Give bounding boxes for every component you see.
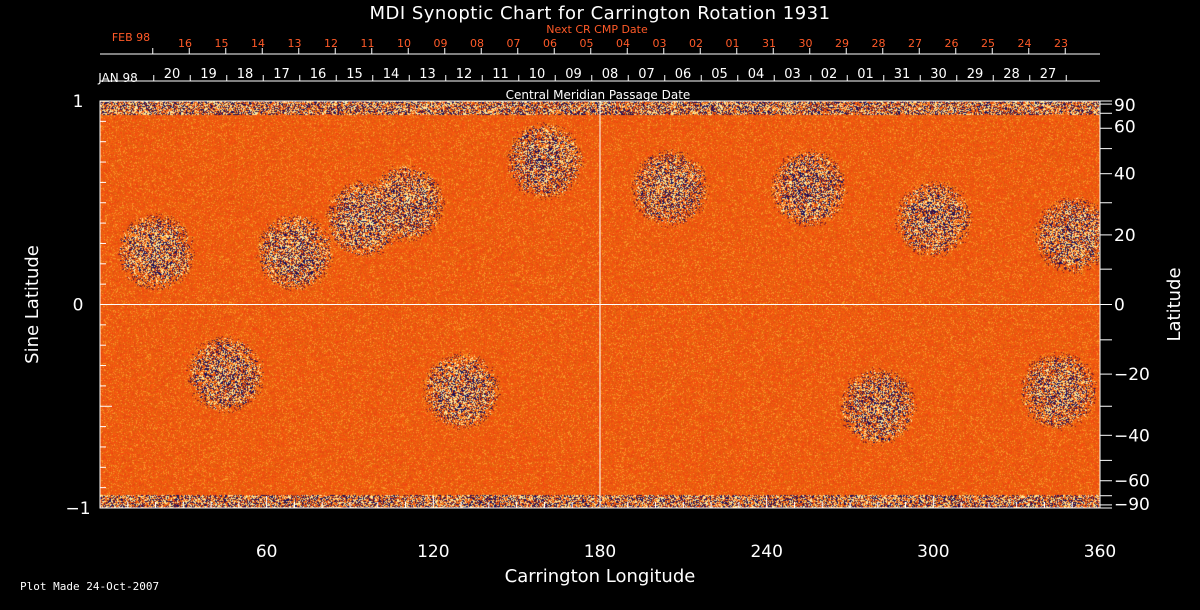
cmp-date-label: 04 — [748, 67, 765, 82]
next-cr-date-label: 28 — [872, 37, 886, 50]
y-left-tick-label: 0 — [73, 296, 84, 316]
next-cr-month-label: FEB 98 — [112, 31, 150, 44]
next-cr-date-label: 13 — [288, 37, 302, 50]
y-left-tick-label: −1 — [65, 499, 90, 519]
next-cr-date-label: 03 — [653, 37, 667, 50]
next-cr-date-label: 23 — [1054, 37, 1068, 50]
y-right-tick-label: 20 — [1114, 226, 1136, 246]
next-cr-date-label: 11 — [361, 37, 375, 50]
cmp-date-label: 08 — [602, 67, 619, 82]
next-cr-date-label: 01 — [726, 37, 740, 50]
cmp-date-label: 12 — [456, 67, 473, 82]
chart-title: MDI Synoptic Chart for Carrington Rotati… — [369, 3, 831, 24]
y-right-tick-label: −90 — [1114, 495, 1150, 515]
cmp-date-label: 13 — [419, 67, 436, 82]
next-cr-date-label: 04 — [616, 37, 630, 50]
next-cr-date-label: 27 — [908, 37, 922, 50]
cmp-date-label: 20 — [164, 67, 181, 82]
x-tick-label: 180 — [584, 542, 616, 562]
next-cr-date-label: 29 — [835, 37, 849, 50]
next-cr-date-label: 31 — [762, 37, 776, 50]
cmp-date-label: 14 — [383, 67, 400, 82]
next-cr-date-label: 26 — [945, 37, 959, 50]
cmp-date-label: 30 — [930, 67, 947, 82]
next-cr-date-label: 06 — [543, 37, 557, 50]
cmp-date-label: 05 — [711, 67, 728, 82]
x-tick-label: 60 — [256, 542, 278, 562]
x-tick-label: 300 — [917, 542, 949, 562]
cmp-date-label: 06 — [675, 67, 692, 82]
cmp-date-label: 10 — [529, 67, 546, 82]
next-cr-date-label: 16 — [178, 37, 192, 50]
next-cr-date-label: 05 — [580, 37, 594, 50]
cmp-date-label: 19 — [200, 67, 217, 82]
y-left-tick-label: 1 — [73, 92, 84, 112]
next-cr-date-label: 12 — [324, 37, 338, 50]
cmp-date-label: 18 — [237, 67, 254, 82]
next-cr-date-label: 30 — [799, 37, 813, 50]
y-right-tick-label: −60 — [1114, 472, 1150, 492]
next-cr-date-label: 09 — [434, 37, 448, 50]
cmp-date-label: 01 — [857, 67, 874, 82]
y-left-axis-label: Sine Latitude — [22, 245, 43, 364]
next-cr-date-label: 07 — [507, 37, 521, 50]
cmp-date-label: 16 — [310, 67, 327, 82]
cmp-axis-title: Central Meridian Passage Date — [506, 88, 691, 102]
plot-made-note: Plot Made 24-Oct-2007 — [20, 580, 160, 593]
y-right-tick-label: −20 — [1114, 365, 1150, 385]
cmp-date-label: 09 — [565, 67, 582, 82]
cmp-date-label: 17 — [273, 67, 290, 82]
x-tick-label: 360 — [1084, 542, 1116, 562]
next-cr-date-label: 25 — [981, 37, 995, 50]
next-cr-date-label: 08 — [470, 37, 484, 50]
cmp-date-label: 15 — [346, 67, 363, 82]
next-cr-date-label: 15 — [215, 37, 229, 50]
cmp-date-label: 29 — [967, 67, 984, 82]
cmp-date-label: 28 — [1003, 67, 1020, 82]
y-right-tick-label: 90 — [1114, 96, 1136, 116]
cmp-date-label: 31 — [894, 67, 911, 82]
y-right-tick-label: 60 — [1114, 117, 1136, 137]
cmp-date-label: 03 — [784, 67, 801, 82]
next-cr-date-label: 02 — [689, 37, 703, 50]
cmp-date-label: 27 — [1040, 67, 1057, 82]
y-right-axis-label: Latitude — [1164, 267, 1185, 341]
x-tick-label: 240 — [750, 542, 782, 562]
next-cr-date-label: 10 — [397, 37, 411, 50]
y-right-tick-label: −40 — [1114, 426, 1150, 446]
cmp-date-label: 07 — [638, 67, 655, 82]
next-cr-date-label: 24 — [1018, 37, 1032, 50]
cmp-date-label: 02 — [821, 67, 838, 82]
cmp-date-label: 11 — [492, 67, 509, 82]
next-cr-date-label: 14 — [251, 37, 265, 50]
y-right-tick-label: 0 — [1114, 296, 1125, 316]
cmp-month-label: JAN 98 — [97, 71, 138, 85]
x-tick-label: 120 — [417, 542, 449, 562]
x-axis-label: Carrington Longitude — [505, 566, 696, 587]
next-cr-axis-title: Next CR CMP Date — [546, 23, 648, 36]
y-right-tick-label: 40 — [1114, 165, 1136, 185]
